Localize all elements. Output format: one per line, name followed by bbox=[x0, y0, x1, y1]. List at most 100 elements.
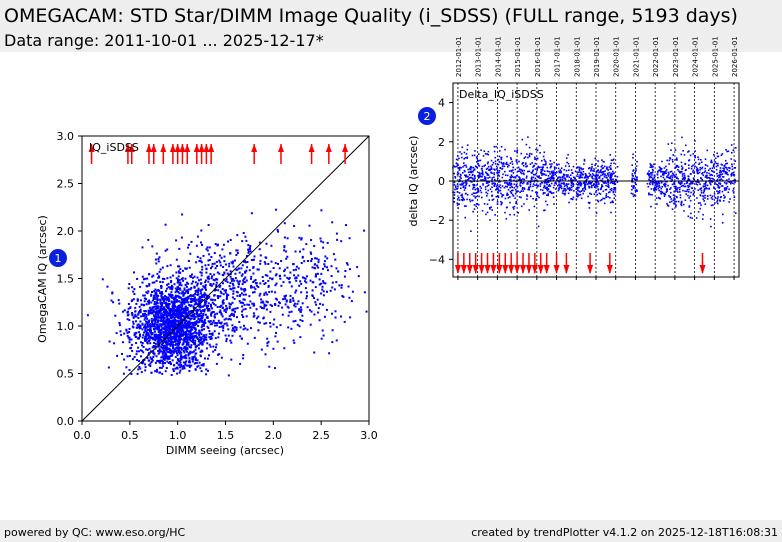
iq-data-point bbox=[208, 336, 211, 339]
delta-data-point bbox=[657, 196, 660, 199]
delta-data-point bbox=[609, 175, 612, 178]
delta-data-point bbox=[706, 149, 709, 152]
iq-data-point bbox=[173, 312, 176, 314]
delta-data-point bbox=[664, 172, 667, 174]
delta-data-point bbox=[711, 195, 714, 198]
iq-data-point bbox=[182, 364, 185, 367]
iq-data-point bbox=[133, 271, 135, 274]
iq-data-point bbox=[275, 331, 277, 334]
delta-data-point bbox=[711, 181, 713, 183]
iq-data-point bbox=[231, 334, 234, 337]
plot-2-y-ticks: 420−2−4 bbox=[429, 97, 453, 266]
delta-data-point bbox=[528, 209, 530, 211]
outlier-arrow-head bbox=[553, 265, 560, 274]
iq-data-point bbox=[197, 364, 200, 367]
delta-data-point bbox=[692, 164, 694, 167]
iq-data-point bbox=[166, 329, 169, 332]
delta-data-point bbox=[608, 186, 610, 189]
iq-data-point bbox=[283, 245, 286, 248]
iq-data-point bbox=[181, 213, 184, 216]
iq-data-point bbox=[142, 278, 145, 281]
iq-data-point bbox=[166, 312, 169, 315]
iq-data-point bbox=[294, 291, 297, 294]
iq-data-point bbox=[255, 284, 258, 287]
delta-data-point bbox=[587, 176, 589, 178]
iq-data-point bbox=[321, 288, 324, 291]
delta-data-point bbox=[699, 194, 702, 196]
iq-data-point bbox=[244, 235, 247, 238]
iq-data-point bbox=[208, 343, 211, 346]
iq-data-point bbox=[293, 341, 296, 344]
delta-data-point bbox=[493, 176, 495, 178]
delta-data-point bbox=[499, 150, 501, 152]
iq-data-point bbox=[199, 297, 202, 300]
delta-data-point bbox=[482, 179, 484, 181]
delta-data-point bbox=[454, 177, 457, 179]
iq-data-point bbox=[284, 303, 287, 306]
iq-data-point bbox=[166, 305, 168, 308]
delta-data-point bbox=[649, 166, 652, 168]
delta-data-point bbox=[649, 172, 652, 174]
delta-data-point bbox=[526, 153, 528, 155]
iq-data-point bbox=[175, 258, 178, 261]
delta-data-point bbox=[713, 163, 715, 166]
iq-data-point bbox=[187, 341, 190, 344]
delta-data-point bbox=[564, 192, 567, 195]
iq-data-point bbox=[322, 246, 325, 249]
delta-data-point bbox=[475, 156, 478, 158]
iq-data-point bbox=[197, 321, 200, 324]
iq-data-point bbox=[188, 352, 191, 355]
date-tick-label: 2018-01-01 bbox=[573, 36, 581, 77]
delta-data-point bbox=[674, 201, 676, 203]
iq-data-point bbox=[169, 325, 172, 328]
delta-data-point bbox=[697, 158, 700, 161]
delta-data-point bbox=[543, 158, 546, 161]
delta-data-point bbox=[518, 178, 521, 181]
delta-data-point bbox=[455, 158, 458, 161]
delta-data-point bbox=[661, 186, 663, 188]
delta-data-point bbox=[487, 161, 489, 163]
iq-data-point bbox=[132, 322, 135, 325]
iq-data-point bbox=[245, 239, 248, 242]
iq-data-point bbox=[174, 334, 177, 337]
delta-data-point bbox=[585, 179, 588, 182]
iq-data-point bbox=[187, 243, 190, 246]
iq-data-point bbox=[228, 285, 231, 288]
iq-data-point bbox=[142, 334, 145, 337]
iq-data-point bbox=[184, 291, 187, 294]
delta-data-point bbox=[469, 171, 472, 174]
delta-data-point bbox=[683, 183, 686, 185]
plot-2-badge[interactable] bbox=[418, 107, 436, 125]
iq-data-point bbox=[154, 307, 157, 310]
iq-data-point bbox=[139, 367, 142, 370]
iq-data-point bbox=[170, 291, 173, 294]
iq-data-point bbox=[163, 354, 166, 357]
delta-data-point bbox=[479, 175, 482, 177]
delta-data-point bbox=[651, 176, 653, 179]
delta-data-point bbox=[501, 195, 503, 198]
iq-data-point bbox=[202, 324, 205, 327]
delta-data-point bbox=[461, 182, 463, 185]
iq-data-point bbox=[155, 326, 158, 329]
delta-data-point bbox=[582, 188, 584, 190]
iq-data-point bbox=[134, 315, 137, 318]
delta-data-point bbox=[508, 178, 511, 181]
iq-data-point bbox=[211, 265, 214, 268]
delta-data-point bbox=[577, 182, 580, 184]
delta-data-point bbox=[464, 216, 466, 219]
delta-data-point bbox=[557, 167, 560, 170]
x-tick-label: 1.5 bbox=[217, 429, 235, 442]
iq-data-point bbox=[276, 298, 278, 301]
iq-data-point bbox=[213, 330, 216, 333]
iq-data-point bbox=[340, 315, 342, 318]
delta-data-point bbox=[497, 195, 500, 197]
iq-data-point bbox=[240, 337, 243, 340]
iq-data-point bbox=[164, 249, 167, 252]
footer-bar: powered by QC: www.eso.org/HC created by… bbox=[0, 520, 782, 542]
delta-data-point bbox=[717, 192, 719, 195]
delta-data-point bbox=[670, 170, 673, 173]
plot-1-badge[interactable] bbox=[49, 249, 67, 267]
iq-data-point bbox=[133, 315, 136, 318]
iq-data-point bbox=[205, 304, 208, 307]
delta-data-point bbox=[674, 185, 676, 188]
